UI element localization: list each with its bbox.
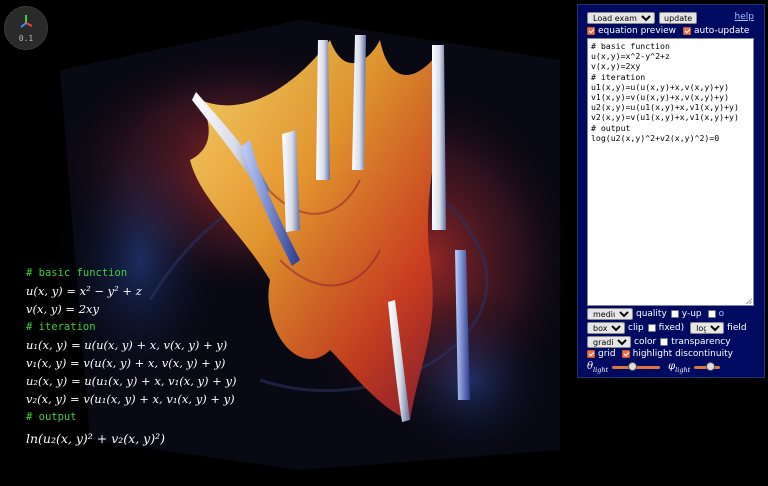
panel-top-row: Load example... update [587, 12, 698, 24]
phi-light-slider[interactable] [694, 362, 721, 371]
code-line: # iteration [591, 71, 646, 82]
field-select[interactable]: log [690, 322, 725, 334]
quality-label: quality [636, 309, 667, 319]
theta-light-slider[interactable] [612, 362, 661, 371]
axes-gizmo-icon [20, 15, 33, 28]
fixed-checkbox[interactable] [647, 324, 656, 332]
equation-preview: # basic function u(x, y) = x² − y² + z v… [26, 264, 276, 450]
field-label: field [727, 323, 747, 333]
eq-u2: u₂(x, y) = u(u₁(x, y) + x, v₁(x, y) + y) [26, 374, 237, 388]
o-checkbox[interactable] [707, 310, 716, 318]
highlight-discontinuity-checkbox[interactable] [621, 350, 630, 358]
code-line: v2(x,y)=v(u1(x,y)+x,v1(x,y)+y) [591, 112, 739, 123]
update-button[interactable]: update [659, 12, 698, 24]
color-row: gradient color transparency [587, 336, 731, 348]
y-up-label: y-up [681, 309, 702, 319]
help-link[interactable]: help [734, 12, 754, 22]
code-line: v(x,y)=2xy [591, 61, 641, 72]
code-line: u1(x,y)=u(u(x,y)+x,v(x,y)+y) [591, 81, 730, 92]
clip-label: clip [628, 323, 644, 333]
code-line: log(u2(x,y)^2+v2(x,y)^2)=0 [591, 132, 720, 143]
fixed-label: fixed) [658, 323, 685, 333]
o-label: o [718, 309, 725, 319]
equation-preview-label: equation preview [598, 26, 677, 36]
auto-update-checkbox[interactable] [683, 27, 692, 35]
eq-u1: u₁(x, y) = u(u(x, y) + x, v(x, y) + y) [26, 338, 228, 352]
eq-u: u(x, y) = x² − y² + z [26, 284, 142, 298]
color-select[interactable]: gradient [587, 336, 631, 348]
quality-row: medium quality y-up o [587, 308, 724, 320]
phi-light-slider-thumb[interactable] [705, 362, 715, 371]
theta-light-label: θlight [587, 361, 608, 374]
phi-symbol: φ [668, 361, 676, 372]
phi-sub: light [675, 366, 691, 374]
fps-widget[interactable]: 0.1 [4, 6, 48, 50]
grid-checkbox[interactable] [587, 350, 595, 358]
editor-code: # basic function u(x,y)=x^2-y^2+z v(x,y)=2… [591, 41, 750, 143]
code-line: u(x,y)=x^2-y^2+z [591, 51, 670, 62]
eq-v1: v₁(x, y) = v(u(x, y) + x, v(x, y) + y) [26, 356, 226, 370]
theta-light-slider-thumb[interactable] [627, 362, 637, 371]
theta-symbol: θ [587, 361, 594, 372]
code-line: # basic function [591, 41, 670, 51]
equation-preview-checkbox[interactable] [587, 27, 595, 35]
light-row: θlight φlight [587, 361, 724, 374]
eq-comment-output: # output [26, 411, 77, 423]
clip-select[interactable]: box [587, 322, 625, 334]
phi-light-label: φlight [668, 361, 690, 374]
transparency-checkbox[interactable] [660, 338, 669, 346]
color-label: color [634, 337, 657, 347]
y-up-checkbox[interactable] [670, 310, 679, 318]
fps-readout: 0.1 [18, 34, 34, 43]
highlight-discontinuity-label: highlight discontinuity [632, 349, 733, 359]
eq-output: ln(u₂(x, y)² + v₂(x, y)²) [26, 431, 166, 446]
grid-label: grid [598, 349, 616, 359]
control-panel: Load example... update help equation pre… [577, 4, 765, 378]
auto-update-label: auto-update [694, 26, 750, 36]
eq-comment-iteration: # iteration [26, 321, 96, 333]
eq-v: v(x, y) = 2xy [26, 302, 100, 316]
load-example-select[interactable]: Load example... [587, 12, 655, 24]
equation-editor[interactable]: # basic function u(x,y)=x^2-y^2+z v(x,y)=2… [587, 38, 754, 306]
preview-row: equation preview auto-update [587, 26, 749, 36]
transparency-label: transparency [671, 337, 731, 347]
code-line: # output [591, 122, 631, 133]
grid-row: grid highlight discontinuity [587, 349, 733, 359]
eq-comment-basic: # basic function [26, 267, 128, 279]
eq-v2: v₂(x, y) = v(u₁(x, y) + x, v₁(x, y) + y) [26, 392, 235, 406]
quality-select[interactable]: medium [587, 308, 633, 320]
resize-handle-icon[interactable] [746, 298, 752, 304]
code-line: u2(x,y)=u(u1(x,y)+x,v1(x,y)+y) [591, 102, 739, 113]
clip-row: box clip fixed) log field [587, 322, 751, 334]
theta-sub: light [593, 366, 609, 374]
code-line: v1(x,y)=v(u(x,y)+x,v(x,y)+y) [591, 92, 730, 103]
